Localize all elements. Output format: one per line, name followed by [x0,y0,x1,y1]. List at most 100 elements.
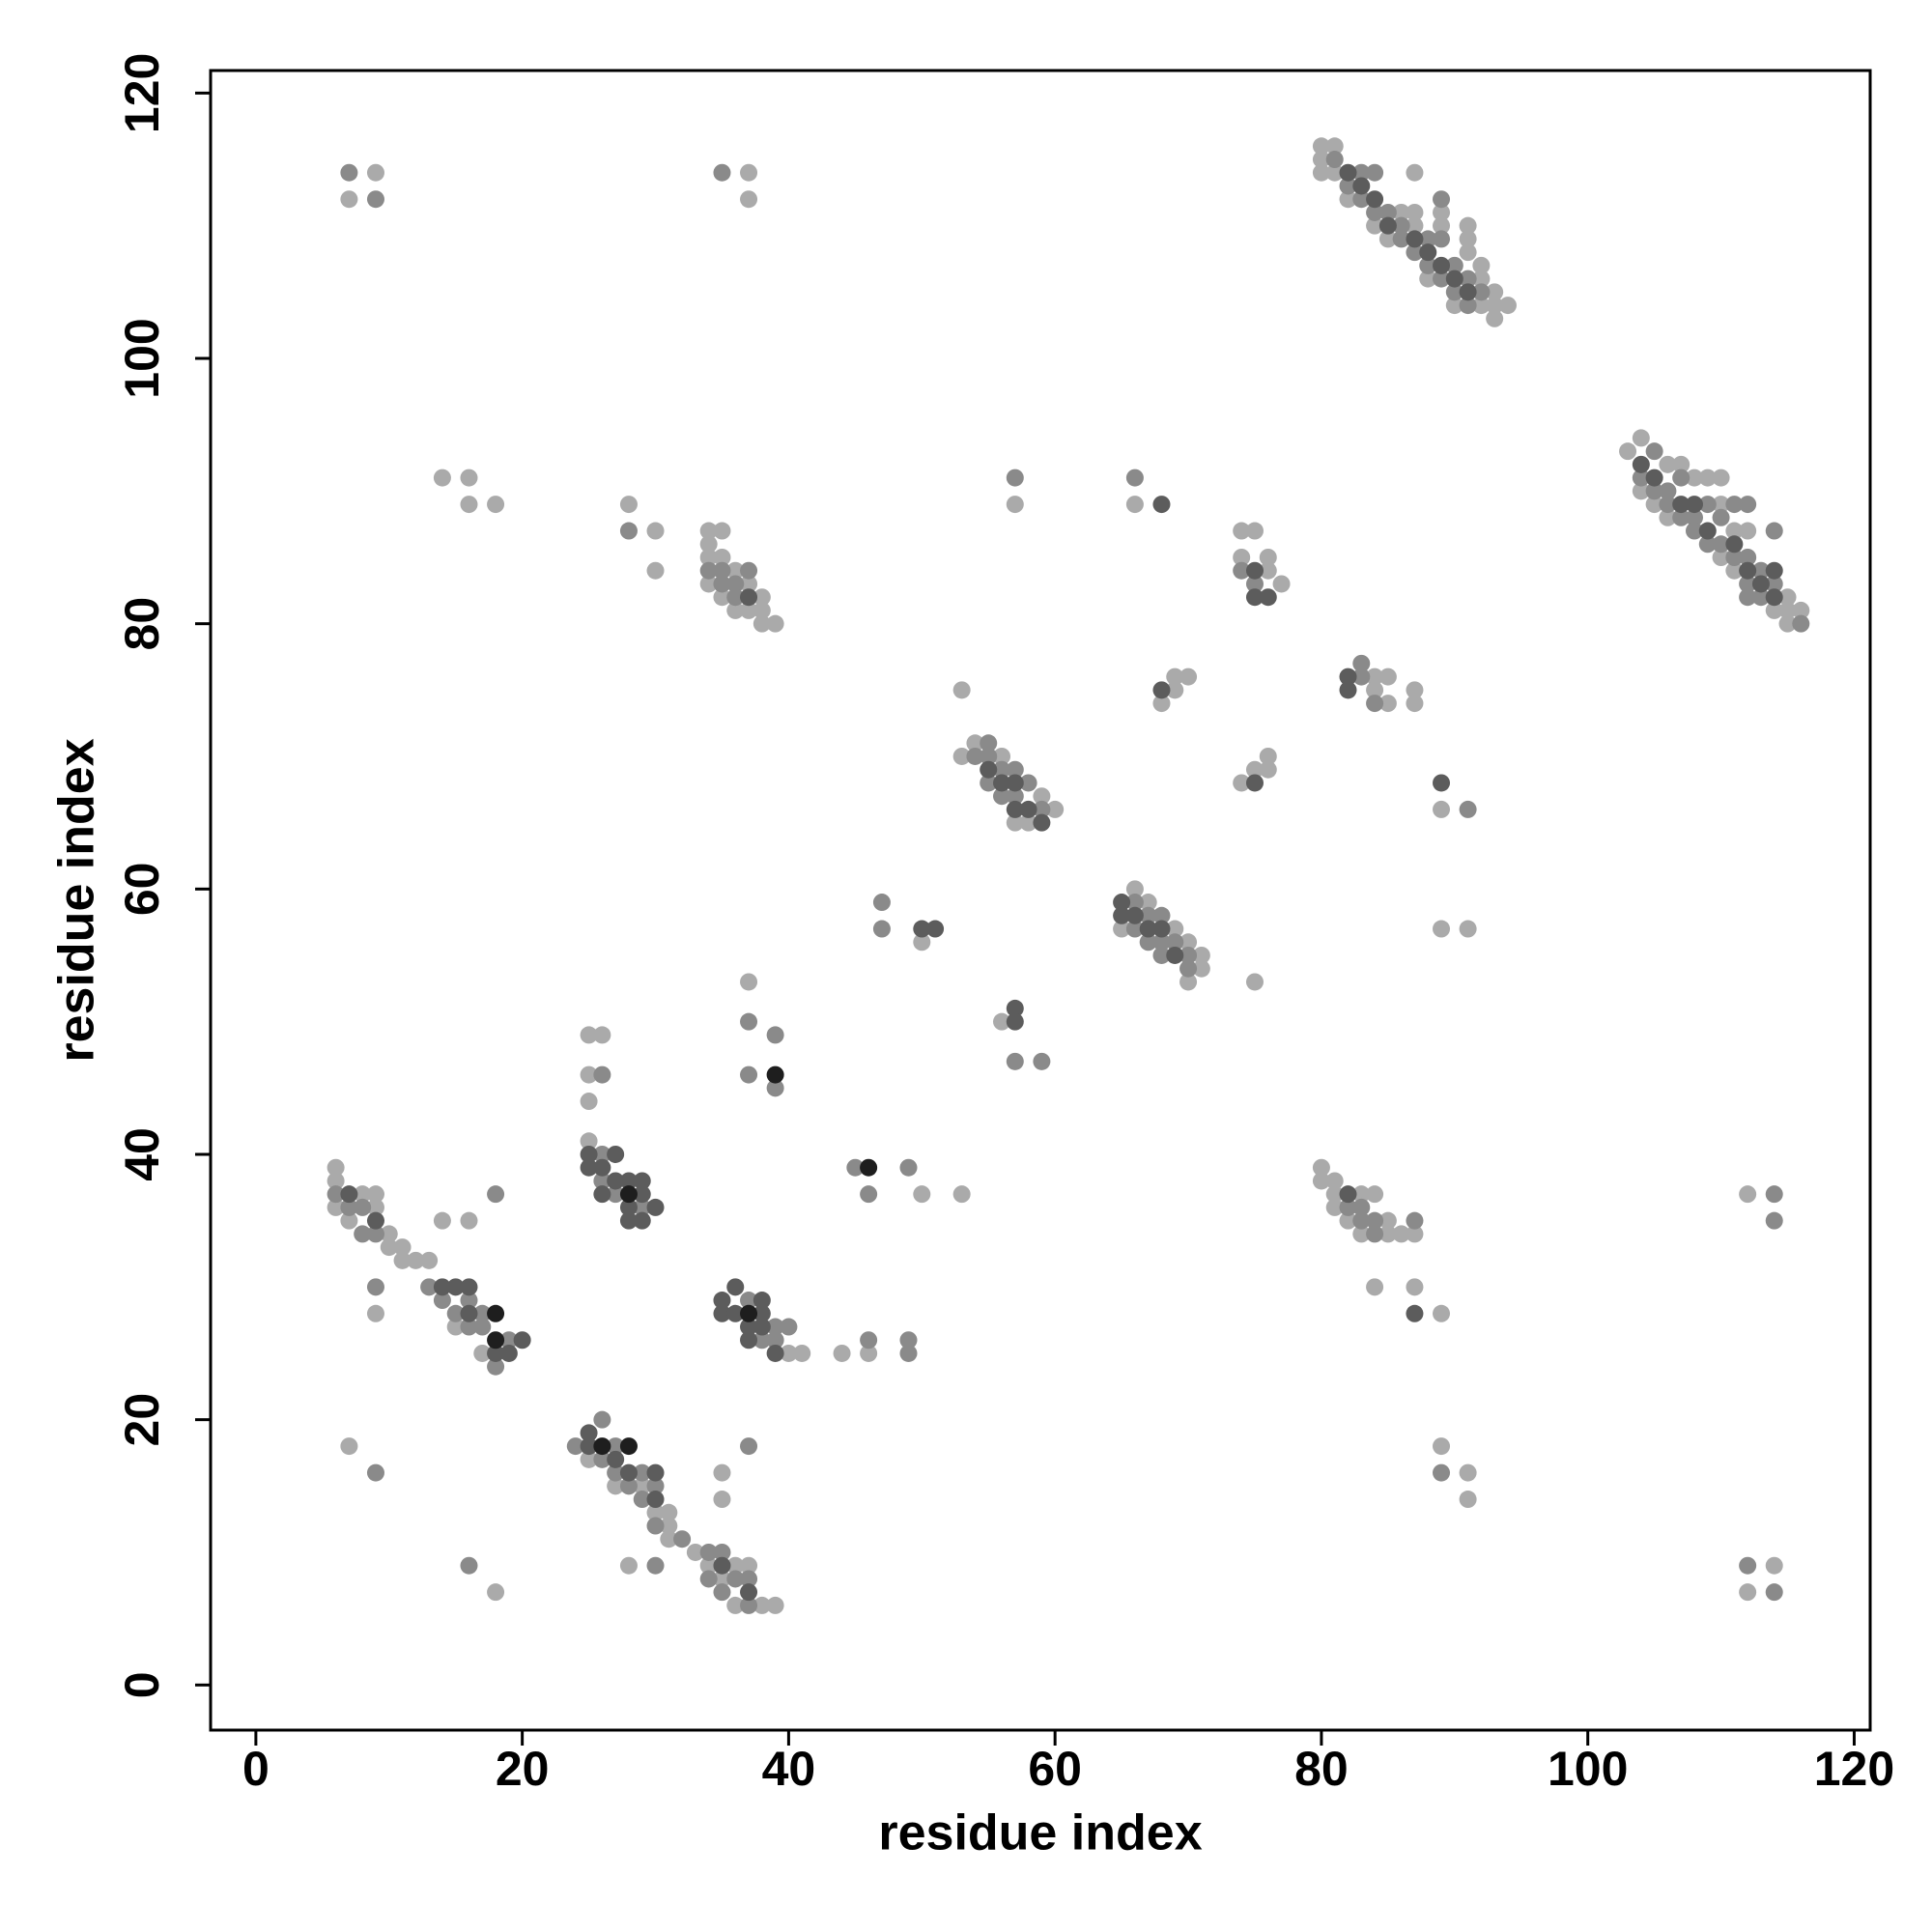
contact-point [1406,203,1424,221]
x-axis-label: residue index [878,1805,1202,1861]
contact-point [1325,137,1344,156]
contact-point [487,496,505,514]
contact-point [1459,270,1477,288]
x-tick-label: 120 [1814,1742,1894,1796]
contact-point [1259,588,1277,607]
contact-point [740,1556,758,1575]
contact-point [1645,469,1663,487]
contact-point [726,601,745,619]
contact-point [380,1225,398,1243]
contact-point [1352,1225,1371,1243]
contact-point [1672,469,1690,487]
contact-point [1245,522,1264,540]
contact-point [980,760,998,779]
contact-point [1459,283,1477,301]
contact-point [1312,1172,1330,1190]
contact-point [713,1583,731,1602]
contact-point [1445,270,1463,288]
contact-point [740,1304,758,1322]
contact-point [726,1596,745,1614]
contact-point [1366,695,1384,713]
contact-point [766,1026,784,1044]
contact-point [607,1437,625,1456]
contact-point [699,535,718,554]
contact-point [1233,561,1251,580]
plot-area [327,137,1810,1614]
contact-point [646,1477,665,1495]
contact-point [1325,1198,1344,1216]
contact-point [433,1211,451,1230]
contact-point [1245,561,1264,580]
contact-point [726,561,745,580]
contact-point [1433,230,1451,248]
contact-point [1006,813,1024,832]
contact-point [1352,668,1371,686]
contact-point [1406,243,1424,262]
contact-point [580,1026,598,1044]
contact-point [1725,549,1744,567]
contact-point [899,1158,918,1177]
contact-point [726,588,745,607]
contact-point [460,1318,478,1336]
contact-point [1352,177,1371,195]
contact-point [1486,309,1504,327]
x-tick-label: 40 [762,1742,816,1796]
contact-point [1166,920,1184,938]
contact-point [1778,614,1797,633]
contact-point [1339,681,1357,699]
contact-point [993,760,1011,779]
contact-point [1632,455,1650,473]
contact-point [1486,283,1504,301]
contact-point [1739,561,1757,580]
contact-point [607,1450,625,1468]
contact-point [607,1185,625,1204]
contact-point [1192,946,1210,964]
contact-point [366,1211,384,1230]
contact-point [1125,880,1144,898]
contact-point [619,1211,638,1230]
contact-point [1739,522,1757,540]
contact-point [1433,800,1451,818]
contact-point [740,601,758,619]
contact-point [860,1158,878,1177]
contact-point [1459,230,1477,248]
contact-point [1659,496,1677,514]
contact-point [327,1172,345,1190]
contact-point [1033,1052,1051,1070]
contact-point [646,1503,665,1521]
contact-point [1019,813,1037,832]
contact-point [366,190,384,209]
contact-point [1739,588,1757,607]
contact-point [1245,760,1264,779]
contact-point [1433,270,1451,288]
contact-point [1406,695,1424,713]
contact-point [713,575,731,593]
contact-point [473,1304,492,1322]
contact-point [1751,588,1770,607]
contact-point [753,1318,771,1336]
contact-point [740,163,758,182]
contact-point [593,1437,611,1456]
contact-point [1139,906,1157,924]
contact-point [1166,668,1184,686]
contact-point [1672,496,1690,514]
contact-point [1392,203,1410,221]
contact-point [460,469,478,487]
contact-point [1352,190,1371,209]
contact-point [460,496,478,514]
contact-point [1659,508,1677,526]
contact-point [713,1463,731,1482]
contact-point [446,1278,465,1296]
contact-point [1632,429,1650,447]
contact-point [713,549,731,567]
contact-point [1685,508,1703,526]
contact-point [1366,1225,1384,1243]
contact-point [1125,906,1144,924]
contact-point [1672,508,1690,526]
contact-point [646,1198,665,1216]
contact-point [673,1530,692,1548]
contact-point [366,1463,384,1482]
contact-point [340,1211,358,1230]
